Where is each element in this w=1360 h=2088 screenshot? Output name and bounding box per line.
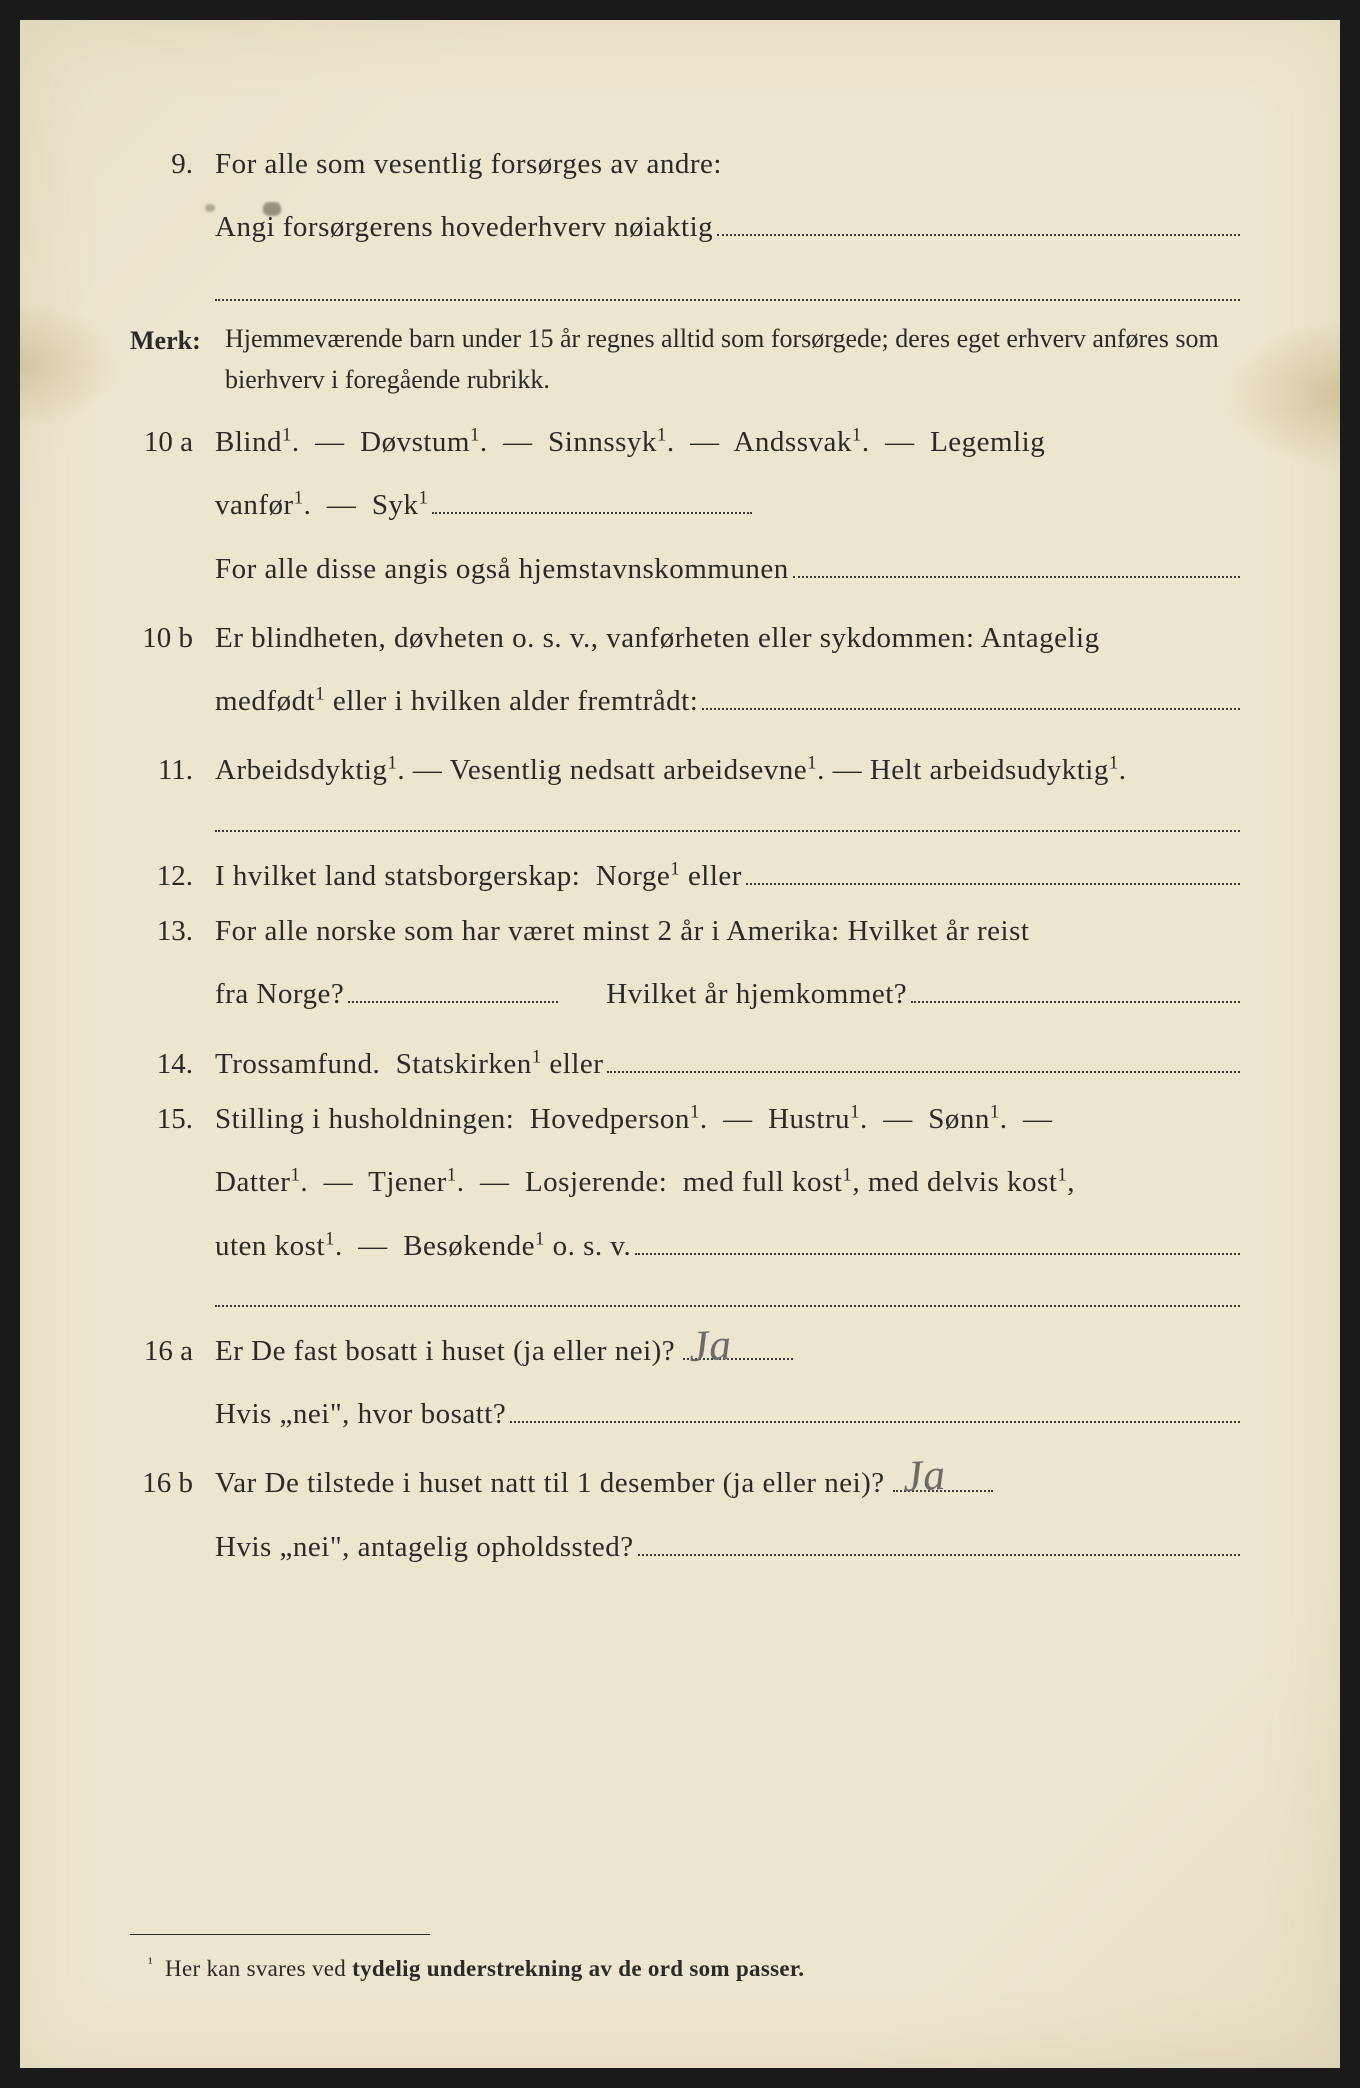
ink-smudge	[205, 204, 215, 212]
text-line: Arbeidsdyktig1. — Vesentlig nedsatt arbe…	[215, 746, 1240, 795]
text-line: Er blindheten, døvheten o. s. v., vanfør…	[215, 614, 1240, 663]
text: Trossamfund. Statskirken1 eller	[215, 1040, 603, 1089]
note-text: Hjemmeværende barn under 15 år regnes al…	[225, 319, 1240, 400]
handwritten-answer: Ja	[687, 1308, 733, 1385]
document-page: 9. For alle som vesentlig forsørges av a…	[20, 20, 1340, 2068]
text: vanfør1. — Syk1	[215, 481, 428, 530]
text-line: Angi forsørgerens hovederhverv nøiaktig	[215, 203, 1240, 252]
handwritten-answer: Ja	[901, 1438, 947, 1515]
question-number: 15.	[130, 1095, 215, 1144]
question-content: Trossamfund. Statskirken1 eller	[215, 1040, 1240, 1089]
question-content: Var De tilstede i huset natt til 1 desem…	[215, 1459, 1240, 1586]
note-row: Merk: Hjemmeværende barn under 15 år reg…	[130, 319, 1240, 400]
question-content: I hvilket land statsborgerskap: Norge1 e…	[215, 852, 1240, 901]
text-line: For alle norske som har været minst 2 år…	[215, 907, 1240, 956]
fill-line	[702, 680, 1240, 710]
fill-line	[911, 973, 1240, 1003]
fill-line	[638, 1525, 1240, 1555]
text: medfødt1 eller i hvilken alder fremtrådt…	[215, 677, 698, 726]
question-number: 16 a	[130, 1327, 215, 1376]
text-line: fra Norge? Hvilket år hjemkommet?	[215, 970, 1240, 1019]
text-line: Hvis „nei", hvor bosatt?	[215, 1390, 1240, 1439]
question-number: 12.	[130, 852, 215, 901]
question-16a: 16 a Er De fast bosatt i huset (ja eller…	[130, 1327, 1240, 1454]
footnote: ¹ Her kan svares ved tydelig understrekn…	[130, 1934, 1240, 1988]
question-number: 16 b	[130, 1459, 215, 1508]
question-number: 13.	[130, 907, 215, 956]
question-number: 11.	[130, 746, 215, 795]
text: Hvis „nei", antagelig opholdssted?	[215, 1523, 634, 1572]
question-15: 15. Stilling i husholdningen: Hovedperso…	[130, 1095, 1240, 1285]
question-content: Er De fast bosatt i huset (ja eller nei)…	[215, 1327, 1240, 1454]
text: Hvis „nei", hvor bosatt?	[215, 1390, 506, 1439]
text-line: Er De fast bosatt i huset (ja eller nei)…	[215, 1327, 1240, 1376]
text-bold: tydelig understrekning av de ord som pas…	[352, 1956, 804, 1981]
fill-line	[510, 1393, 1240, 1423]
text-line: medfødt1 eller i hvilken alder fremtrådt…	[215, 677, 1240, 726]
fill-line	[793, 547, 1240, 577]
text-line: For alle som vesentlig forsørges av andr…	[215, 140, 1240, 189]
question-number: 10 b	[130, 614, 215, 663]
text: I hvilket land statsborgerskap: Norge1 e…	[215, 852, 742, 901]
fill-line	[432, 484, 752, 514]
footnote-rule	[130, 1934, 430, 1935]
footnote-text: ¹ Her kan svares ved tydelig understrekn…	[130, 1949, 1240, 1988]
question-content: Er blindheten, døvheten o. s. v., vanfør…	[215, 614, 1240, 741]
fill-line	[348, 971, 558, 1003]
text-line: uten kost1. — Besøkende1 o. s. v.	[215, 1222, 1240, 1271]
question-content: Blind1. — Døvstum1. — Sinnssyk1. — Andss…	[215, 418, 1240, 608]
question-9: 9. For alle som vesentlig forsørges av a…	[130, 140, 1240, 301]
text-line: Hvis „nei", antagelig opholdssted?	[215, 1523, 1240, 1572]
text: uten kost1. — Besøkende1 o. s. v.	[215, 1222, 631, 1271]
ink-smudge	[263, 202, 281, 216]
text-line: vanfør1. — Syk1	[215, 481, 1240, 530]
fill-line	[607, 1042, 1240, 1072]
text: For alle disse angis også hjemstavnskomm…	[215, 545, 789, 594]
question-16b: 16 b Var De tilstede i huset natt til 1 …	[130, 1459, 1240, 1586]
text: Hvilket år hjemkommet?	[606, 970, 907, 1019]
text-line: Stilling i husholdningen: Hovedperson1. …	[215, 1095, 1240, 1144]
question-content: Arbeidsdyktig1. — Vesentlig nedsatt arbe…	[215, 746, 1240, 809]
text-line: Blind1. — Døvstum1. — Sinnssyk1. — Andss…	[215, 418, 1240, 467]
question-12: 12. I hvilket land statsborgerskap: Norg…	[130, 852, 1240, 901]
question-number: 10 a	[130, 418, 215, 467]
question-10a: 10 a Blind1. — Døvstum1. — Sinnssyk1. — …	[130, 418, 1240, 608]
fill-line	[746, 854, 1240, 884]
fill-line	[717, 206, 1240, 236]
dotted-divider	[215, 1305, 1240, 1307]
fill-line	[215, 267, 1240, 302]
text-line: Datter1. — Tjener1. — Losjerende: med fu…	[215, 1158, 1240, 1207]
paper-stain	[20, 300, 120, 430]
question-content: For alle som vesentlig forsørges av andr…	[215, 140, 1240, 301]
question-14: 14. Trossamfund. Statskirken1 eller	[130, 1040, 1240, 1089]
text: Var De tilstede i huset natt til 1 desem…	[215, 1459, 885, 1508]
text-line: Var De tilstede i huset natt til 1 desem…	[215, 1459, 1240, 1508]
text: Her kan svares ved	[165, 1956, 352, 1981]
question-11: 11. Arbeidsdyktig1. — Vesentlig nedsatt …	[130, 746, 1240, 809]
question-content: Stilling i husholdningen: Hovedperson1. …	[215, 1095, 1240, 1285]
fill-line	[635, 1224, 1240, 1254]
dotted-divider	[215, 830, 1240, 832]
note-label: Merk:	[130, 319, 225, 400]
question-number: 9.	[130, 140, 215, 189]
question-number: 14.	[130, 1040, 215, 1089]
footnote-marker: ¹	[148, 1955, 153, 1971]
text: Er De fast bosatt i huset (ja eller nei)…	[215, 1327, 675, 1376]
question-10b: 10 b Er blindheten, døvheten o. s. v., v…	[130, 614, 1240, 741]
text: fra Norge?	[215, 970, 344, 1019]
text: Angi forsørgerens hovederhverv nøiaktig	[215, 203, 713, 252]
paper-stain	[1220, 320, 1340, 470]
text-line: For alle disse angis også hjemstavnskomm…	[215, 545, 1240, 594]
question-13: 13. For alle norske som har været minst …	[130, 907, 1240, 1034]
question-content: For alle norske som har været minst 2 år…	[215, 907, 1240, 1034]
